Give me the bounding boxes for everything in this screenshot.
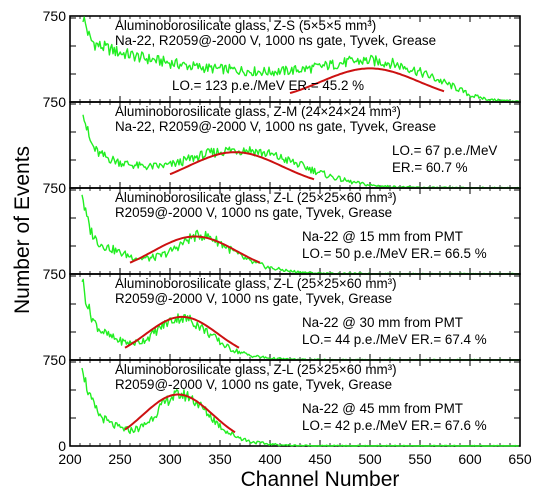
- y-axis-title: Number of Events: [11, 146, 34, 314]
- panel-result-line: LO.= 123 p.e./MeV ER.= 45.2 %: [172, 78, 364, 93]
- x-tick-label: 550: [408, 451, 432, 467]
- axes-labels-group: Channel Number Number of Events: [11, 146, 399, 490]
- y-tick-label: 750: [43, 8, 67, 24]
- panel-setup-line: R2059@-2000 V, 1000 ns gate, Tyvek, Grea…: [115, 291, 392, 306]
- x-tick-label: 650: [508, 451, 532, 467]
- panel-source-position: Na-22 @ 30 mm from PMT: [302, 315, 463, 330]
- panel-result-line: LO.= 44 p.e./MeV ER.= 67.4 %: [302, 332, 487, 347]
- x-tick-label: 500: [358, 451, 382, 467]
- panel-title: Aluminoborosilicate glass, Z-L (25×25×60…: [115, 276, 397, 291]
- panels-group: 750 Aluminoborosilicate glass, Z-S (5×5×5…: [43, 8, 532, 467]
- panel-setup-line: R2059@-2000 V, 1000 ns gate, Tyvek, Grea…: [115, 377, 392, 392]
- panel-title: Aluminoborosilicate glass, Z-S (5×5×5 mm…: [115, 18, 376, 33]
- panel-source-position: Na-22 @ 45 mm from PMT: [302, 401, 463, 416]
- panel-result-line: LO.= 42 p.e./MeV ER.= 67.6 %: [302, 418, 487, 433]
- gaussian-fit-line: [129, 235, 261, 264]
- panel-light-output: LO.= 67 p.e./MeV: [392, 143, 497, 158]
- panel-setup-line: R2059@-2000 V, 1000 ns gate, Tyvek, Grea…: [115, 205, 392, 220]
- x-tick-label: 450: [308, 451, 332, 467]
- panel-1: 750 Aluminoborosilicate glass, Z-S (5×5×5…: [43, 8, 521, 103]
- y-tick-label: 750: [43, 94, 67, 110]
- x-tick-label: 300: [158, 451, 182, 467]
- panel-title: Aluminoborosilicate glass, Z-L (25×25×60…: [115, 362, 397, 377]
- x-tick-label: 200: [58, 451, 82, 467]
- x-tick-label: 600: [458, 451, 482, 467]
- y-tick-label: 750: [43, 352, 67, 368]
- x-tick-label: 400: [258, 451, 282, 467]
- panel-source-position: Na-22 @ 15 mm from PMT: [302, 229, 463, 244]
- x-tick-label: 350: [208, 451, 232, 467]
- gaussian-fit-line: [124, 393, 236, 434]
- y-tick-label: 750: [43, 266, 67, 282]
- gaussian-fit-line: [289, 67, 445, 95]
- gaussian-fit-line: [169, 151, 315, 181]
- x-axis-title: Channel Number: [241, 468, 400, 490]
- y-tick-label: 750: [43, 180, 67, 196]
- y-tick-label: 0: [58, 438, 66, 454]
- gaussian-fit-line: [124, 315, 240, 349]
- panel-frame: [69, 359, 521, 447]
- x-tick-label: 250: [108, 451, 132, 467]
- panel-setup-line: Na-22, R2059@-2000 V, 1000 ns gate, Tyve…: [115, 119, 436, 134]
- panel-energy-resolution: ER.= 60.7 %: [392, 160, 468, 175]
- panel-title: Aluminoborosilicate glass, Z-M (24×24×24…: [115, 104, 401, 119]
- spectrum-data-line: [82, 16, 521, 103]
- panel-title: Aluminoborosilicate glass, Z-L (25×25×60…: [115, 190, 397, 205]
- panel-setup-line: Na-22, R2059@-2000 V, 1000 ns gate, Tyve…: [115, 33, 436, 48]
- panel-result-line: LO.= 50 p.e./MeV ER.= 66.5 %: [302, 246, 487, 261]
- spectrum-data-line: [81, 367, 519, 447]
- panel-5: 750 Aluminoborosilicate glass, Z-L (25×25…: [43, 352, 521, 447]
